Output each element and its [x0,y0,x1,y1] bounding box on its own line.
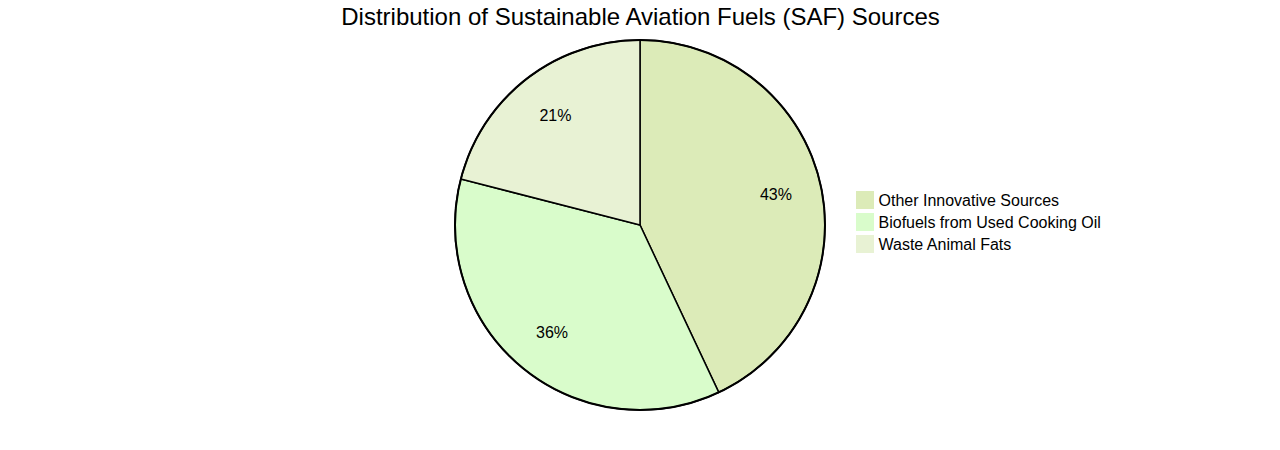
svg-text:36%: 36% [536,324,568,341]
svg-text:Biofuels from Used Cooking Oil: Biofuels from Used Cooking Oil [879,214,1101,231]
svg-text:43%: 43% [760,186,792,203]
svg-text:Distribution of Sustainable Av: Distribution of Sustainable Aviation Fue… [341,3,940,30]
svg-text:Waste Animal Fats: Waste Animal Fats [879,236,1012,253]
svg-text:Other Innovative Sources: Other Innovative Sources [879,192,1060,209]
svg-text:21%: 21% [539,107,571,124]
